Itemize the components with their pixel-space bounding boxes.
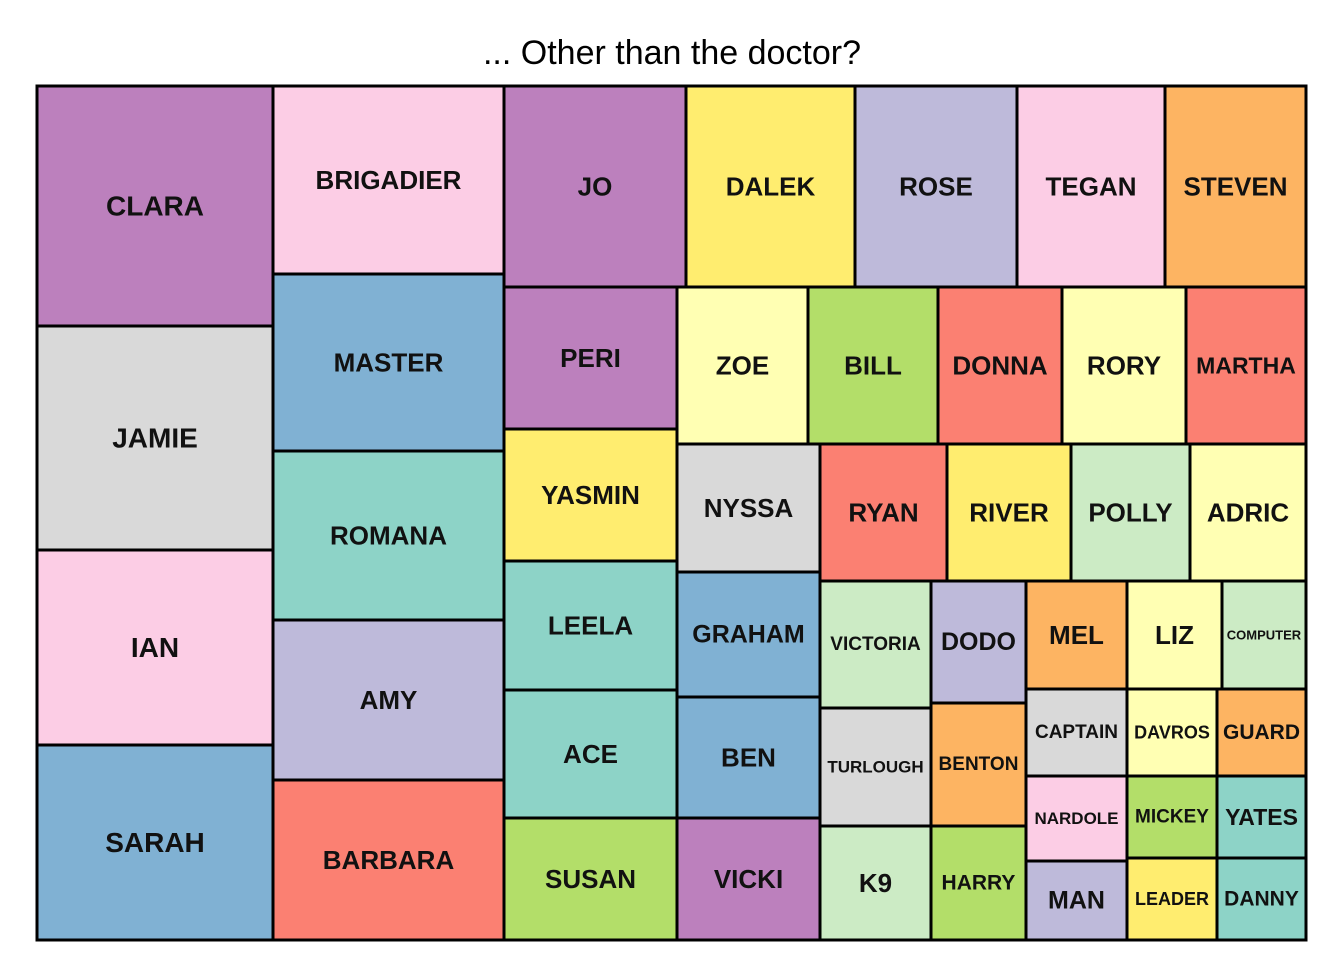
- tile-rose: [853, 84, 1019, 289]
- tile-label-mel: MEL: [1049, 620, 1104, 650]
- tile-amy: [271, 618, 506, 782]
- tile-label-river: RIVER: [969, 498, 1049, 528]
- tile-label-polly: POLLY: [1088, 498, 1172, 528]
- tile-label-peri: PERI: [560, 343, 621, 373]
- tile-label-victoria: VICTORIA: [830, 634, 921, 655]
- tile-rory: [1060, 285, 1188, 446]
- tile-leader: [1125, 856, 1219, 942]
- tile-label-guard: GUARD: [1223, 721, 1300, 744]
- tile-man: [1024, 859, 1129, 942]
- tile-label-vicki: VICKI: [714, 864, 783, 894]
- tile-label-nardole: NARDOLE: [1034, 809, 1118, 828]
- tile-peri: [502, 285, 679, 431]
- tile-label-jo: JO: [578, 172, 613, 202]
- tile-label-zoe: ZOE: [716, 351, 769, 381]
- tile-label-jamie: JAMIE: [112, 423, 198, 454]
- tile-clara: [35, 84, 275, 328]
- tile-label-adric: ADRIC: [1207, 498, 1290, 528]
- tile-nardole: [1024, 774, 1129, 863]
- tile-label-liz: LIZ: [1155, 620, 1194, 650]
- tile-ace: [502, 688, 679, 820]
- tile-ryan: [818, 442, 949, 583]
- tile-label-master: MASTER: [334, 348, 444, 378]
- tile-label-martha: MARTHA: [1196, 353, 1296, 379]
- tile-romana: [271, 449, 506, 622]
- tile-label-bill: BILL: [844, 351, 902, 381]
- tile-label-leela: LEELA: [548, 611, 633, 641]
- tile-label-yasmin: YASMIN: [541, 480, 640, 510]
- tile-label-man: MAN: [1048, 887, 1105, 915]
- tile-label-donna: DONNA: [952, 351, 1048, 381]
- tile-martha: [1184, 285, 1308, 446]
- tile-susan: [502, 816, 679, 942]
- tile-harry: [929, 824, 1028, 942]
- tile-label-dalek: DALEK: [726, 172, 816, 202]
- tile-steven: [1163, 84, 1308, 289]
- tile-label-benton: BENTON: [939, 754, 1019, 775]
- tile-river: [945, 442, 1073, 583]
- tile-barbara: [271, 778, 506, 942]
- tile-tegan: [1015, 84, 1167, 289]
- tile-label-captain: CAPTAIN: [1035, 722, 1118, 743]
- tile-label-susan: SUSAN: [545, 864, 636, 894]
- tile-label-davros: DAVROS: [1134, 723, 1210, 743]
- chart-title: ... Other than the doctor?: [482, 34, 861, 72]
- tile-danny: [1215, 856, 1308, 942]
- tile-label-clara: CLARA: [106, 191, 204, 222]
- tile-bill: [806, 285, 940, 446]
- tile-jamie: [35, 324, 275, 552]
- tile-computer: [1220, 579, 1308, 691]
- tile-label-dodo: DODO: [941, 628, 1016, 656]
- tile-label-ryan: RYAN: [848, 498, 918, 528]
- tile-polly: [1069, 442, 1192, 583]
- tile-label-graham: GRAHAM: [692, 621, 805, 649]
- tile-label-amy: AMY: [360, 685, 418, 715]
- tile-label-nyssa: NYSSA: [704, 493, 794, 523]
- tile-label-rose: ROSE: [899, 172, 973, 202]
- tile-label-ace: ACE: [563, 739, 618, 769]
- tile-ian: [35, 548, 275, 747]
- tile-label-yates: YATES: [1225, 804, 1298, 830]
- tile-label-ian: IAN: [131, 632, 179, 663]
- tile-label-danny: DANNY: [1224, 888, 1299, 911]
- tile-label-romana: ROMANA: [330, 521, 447, 551]
- tile-davros: [1125, 687, 1219, 778]
- tile-label-computer: COMPUTER: [1227, 628, 1302, 643]
- tile-label-turlough: TURLOUGH: [827, 758, 923, 777]
- treemap-frame: [35, 84, 1308, 942]
- tile-label-ben: BEN: [721, 743, 776, 773]
- tile-label-barbara: BARBARA: [323, 845, 455, 875]
- tile-label-k9: K9: [859, 868, 892, 898]
- treemap-tiles: CLARA JAMIE IAN SARAH BRIGADIER MASTER ROMANA A…: [35, 84, 1308, 942]
- tile-nyssa: [675, 442, 822, 574]
- tile-leela: [502, 559, 679, 692]
- tile-label-harry: HARRY: [942, 872, 1016, 895]
- tile-label-rory: RORY: [1087, 351, 1161, 381]
- tile-label-steven: STEVEN: [1183, 172, 1287, 202]
- tile-label-tegan: TEGAN: [1046, 172, 1137, 202]
- tile-donna: [936, 285, 1064, 446]
- tile-graham: [675, 570, 822, 699]
- tile-label-sarah: SARAH: [105, 827, 205, 858]
- tile-label-brigadier: BRIGADIER: [316, 165, 462, 195]
- tile-label-leader: LEADER: [1135, 889, 1209, 909]
- tile-yasmin: [502, 427, 679, 563]
- tile-label-mickey: MICKEY: [1135, 807, 1209, 828]
- tile-mel: [1024, 579, 1129, 691]
- tile-guard: [1215, 687, 1308, 778]
